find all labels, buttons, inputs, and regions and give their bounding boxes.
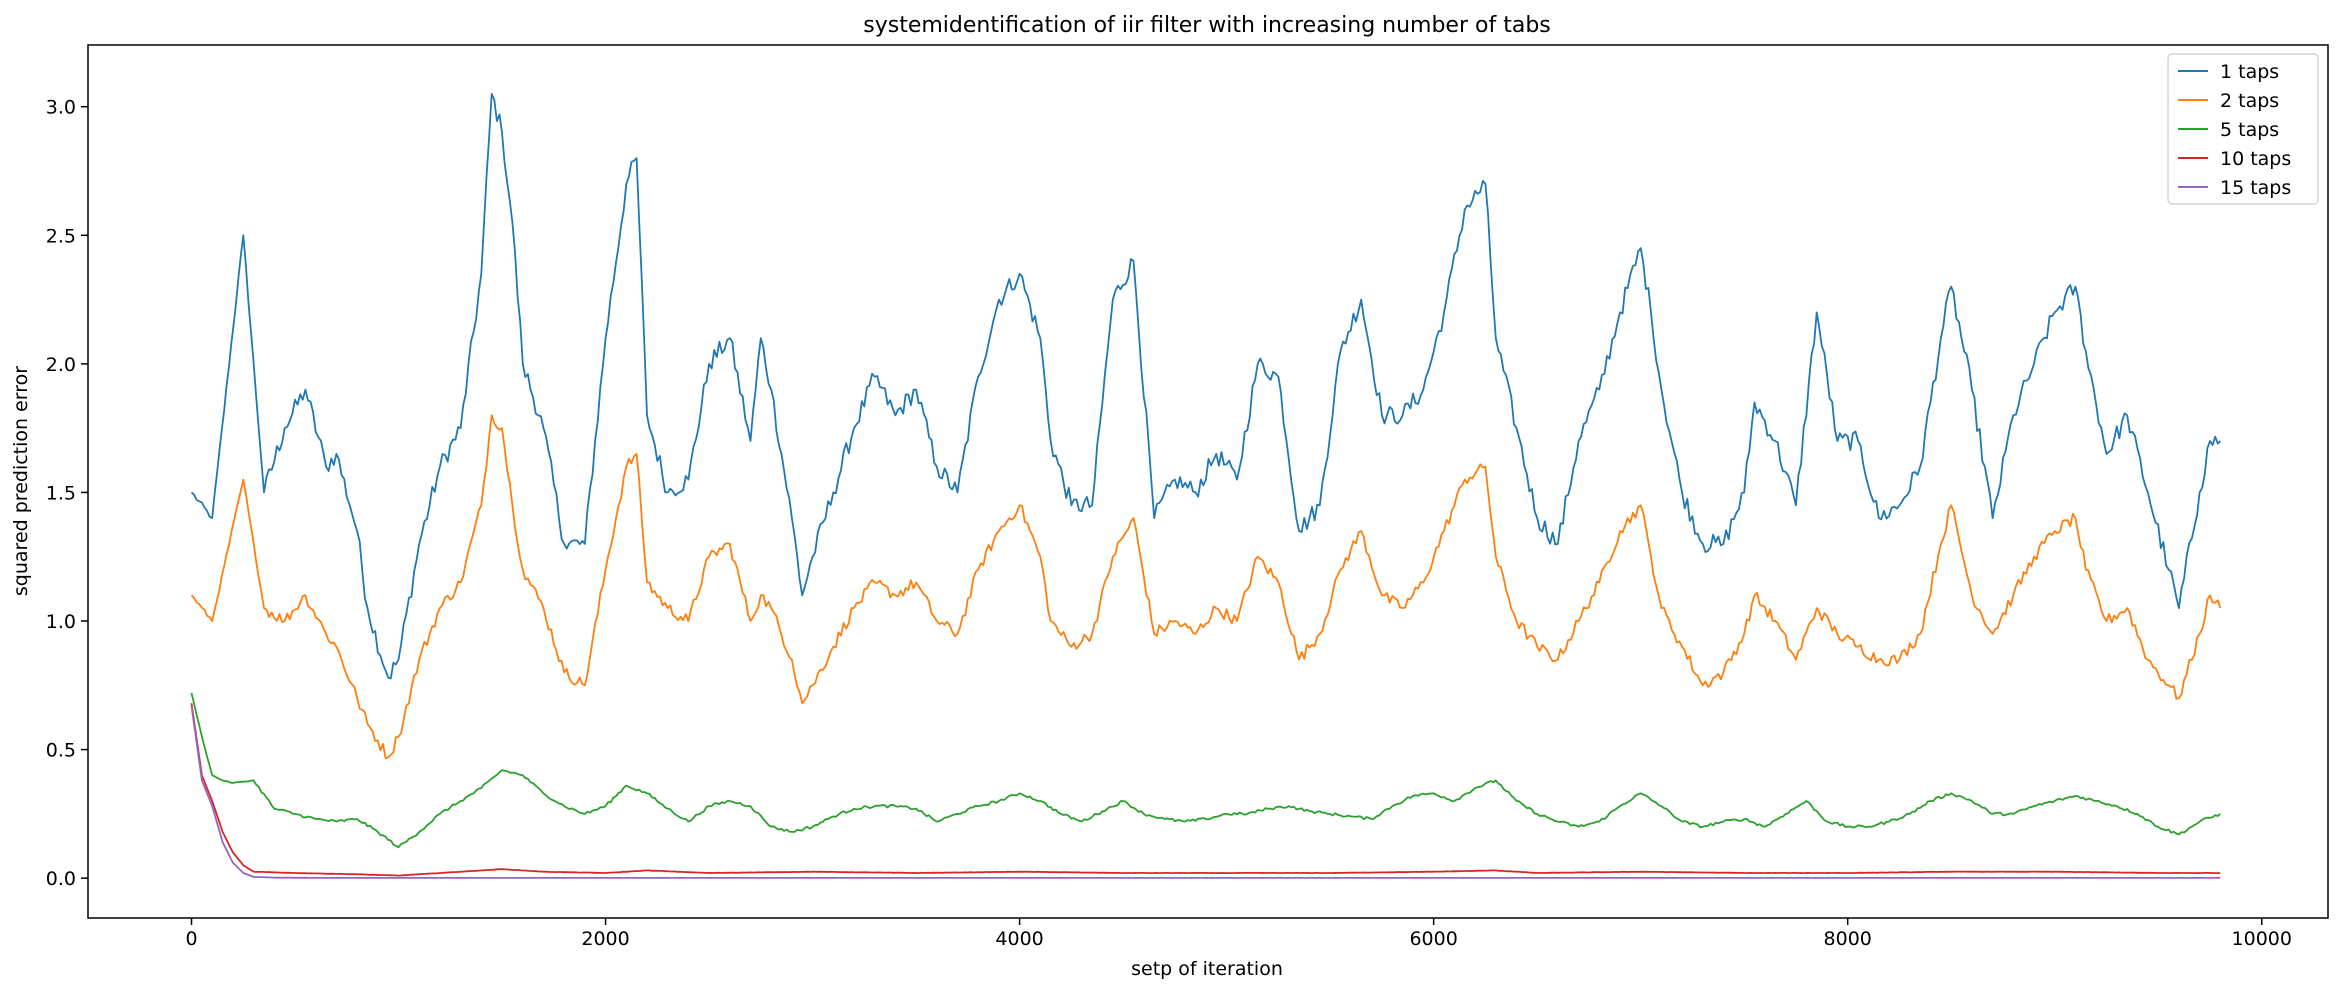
x-tick-label: 6000 (1409, 928, 1457, 950)
series-line-2-taps (190, 414, 2222, 760)
legend-box (2167, 53, 2319, 205)
y-axis-ticks: 0.0 0.5 1.0 1.5 2.0 2.5 3.0 (46, 97, 88, 890)
legend-label: 10 taps (2220, 148, 2291, 170)
x-axis-label: setp of iteration (1131, 958, 1283, 980)
x-tick-label: 0 (185, 928, 197, 950)
legend-label: 15 taps (2220, 177, 2291, 199)
legend-label: 2 taps (2220, 90, 2279, 112)
x-tick-label: 2000 (581, 928, 629, 950)
x-axis-ticks: 0 2000 4000 6000 8000 10000 (185, 918, 2292, 950)
legend-label: 5 taps (2220, 119, 2279, 141)
series-line-1-taps (190, 93, 2221, 680)
x-tick-label: 10000 (2232, 928, 2292, 950)
y-axis-label: squared prediction error (10, 366, 32, 596)
x-tick-label: 8000 (1824, 928, 1872, 950)
series-layer (190, 93, 2222, 879)
series-line-10-taps (190, 703, 2221, 877)
y-tick-label: 3.0 (46, 97, 76, 119)
y-tick-label: 0.5 (46, 740, 76, 762)
legend: 1 taps 2 taps 5 taps 10 taps 15 taps (2167, 53, 2319, 205)
chart-title: systemidentification of iir filter with … (863, 13, 1551, 38)
y-tick-label: 1.5 (46, 482, 76, 504)
series-line-15-taps (190, 705, 2221, 879)
x-tick-label: 4000 (995, 928, 1043, 950)
y-tick-label: 1.0 (46, 611, 76, 633)
series-line-5-taps (190, 692, 2221, 849)
plot-area-frame (87, 44, 2329, 919)
legend-label: 1 taps (2220, 61, 2279, 83)
y-tick-label: 0.0 (46, 868, 76, 890)
y-tick-label: 2.0 (46, 354, 76, 376)
y-tick-label: 2.5 (46, 225, 76, 247)
